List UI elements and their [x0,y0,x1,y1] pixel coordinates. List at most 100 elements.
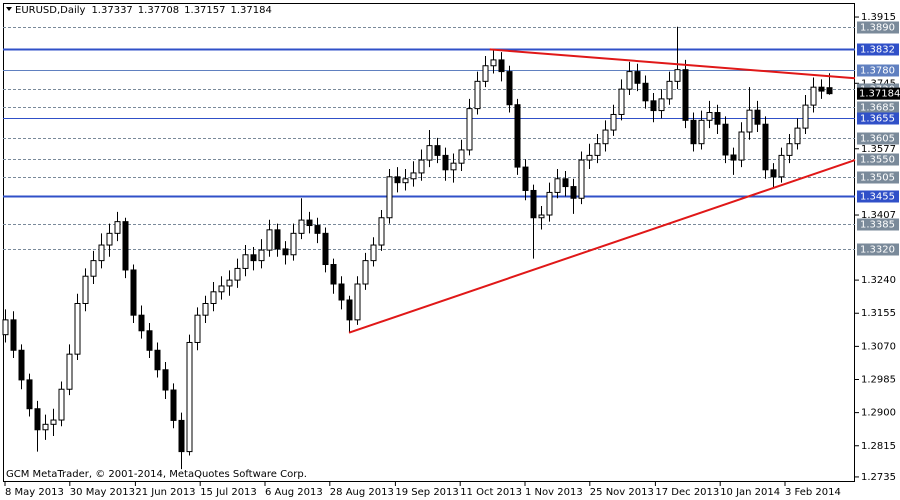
candle-body [434,145,441,156]
candle-body [706,112,713,121]
candle-body [682,69,689,121]
candle-body [106,232,113,246]
candle-body [794,127,801,145]
y-tick-label: 1.3407 [861,210,896,221]
candle-body [738,131,745,161]
y-tick-label: 1.2985 [861,374,896,385]
candle-body [746,109,753,133]
symbol: EURUSD,Daily [15,5,86,16]
candle-body [802,104,809,129]
level-label: 1.3655 [860,114,895,125]
candle-body [330,264,337,285]
candle-body [602,129,609,145]
candle-body [722,123,729,156]
candle-body [482,65,489,82]
high: 1.37708 [138,5,179,16]
candle-body [66,353,73,390]
candle-body [546,191,553,216]
x-tick-label: 25 Nov 2013 [590,487,654,498]
candle-body [10,319,17,351]
level-label: 1.3832 [860,45,895,56]
low: 1.37157 [184,5,225,16]
x-tick-label: 28 Aug 2013 [330,487,394,498]
level-box [857,218,899,231]
candle-body [218,285,225,293]
candle-body [810,86,817,106]
candle-body [554,178,561,193]
level-label: 1.3505 [860,173,895,184]
candle-body [138,314,145,332]
x-tick-label: 8 May 2013 [5,487,64,498]
candle-body [178,419,185,453]
candle-body [778,154,785,178]
level-box [857,101,899,114]
candle-body [690,119,697,145]
menu-arrow[interactable] [6,7,12,11]
candle-body [634,71,641,84]
candle-body [58,388,65,421]
candle-body [234,267,241,281]
level-label: 1.3385 [860,220,895,231]
level-box [857,132,899,145]
candle-body [82,275,89,304]
candle-body [530,189,537,219]
candle-body [50,419,57,425]
candle-body [154,349,161,371]
x-tick-label: 15 Jul 2013 [200,487,257,498]
candle-body [170,389,177,421]
plot-frame [3,3,855,482]
x-tick-label: 30 May 2013 [70,487,135,498]
candle-body [650,100,657,112]
candle-body [114,221,121,234]
candle-body [506,71,513,106]
x-tick-label: 11 Oct 2013 [460,487,522,498]
candle-body [666,80,673,100]
candle-body [826,87,833,95]
candle-body [410,172,417,180]
candle-body [474,80,481,110]
level-box [857,21,899,34]
candle-body [514,104,521,168]
candle-body [402,178,409,184]
candle-body [354,283,361,321]
candle-body [562,178,569,188]
x-tick-label: 1 Nov 2013 [525,487,583,498]
y-tick-label: 1.3915 [861,12,896,23]
candle-body [258,249,265,262]
level-box [857,243,899,256]
axes: 1.39151.37451.35771.34071.32401.31551.30… [4,12,900,498]
candle-body [674,69,681,82]
trendline [489,48,856,80]
candle-body [610,113,617,131]
trendline [348,159,856,334]
candle-body [314,225,321,234]
candle-body [194,314,201,343]
level-label: 1.3890 [860,23,895,34]
candle-body [338,283,345,301]
candle-body [490,59,497,67]
candle-body [362,260,369,285]
price-box [857,87,900,100]
candle-body [202,302,209,316]
open: 1.37337 [91,5,132,16]
candle-body [250,254,257,262]
level-box [857,190,899,203]
candle-body [378,217,385,246]
candle-body [74,302,81,355]
candle-body [698,119,705,145]
close: 1.37184 [231,5,272,16]
candles [2,26,833,470]
candle-body [626,71,633,90]
candle-body [18,349,25,381]
candle-body [34,408,41,431]
y-tick-label: 1.3577 [861,144,896,155]
trendlines [348,48,856,334]
candle-body [426,145,433,161]
level-label: 1.3455 [860,192,895,203]
level-box [857,153,899,166]
candle-body [346,299,353,321]
candle-body [770,169,777,178]
candle-body [762,123,769,171]
level-box [857,171,899,184]
